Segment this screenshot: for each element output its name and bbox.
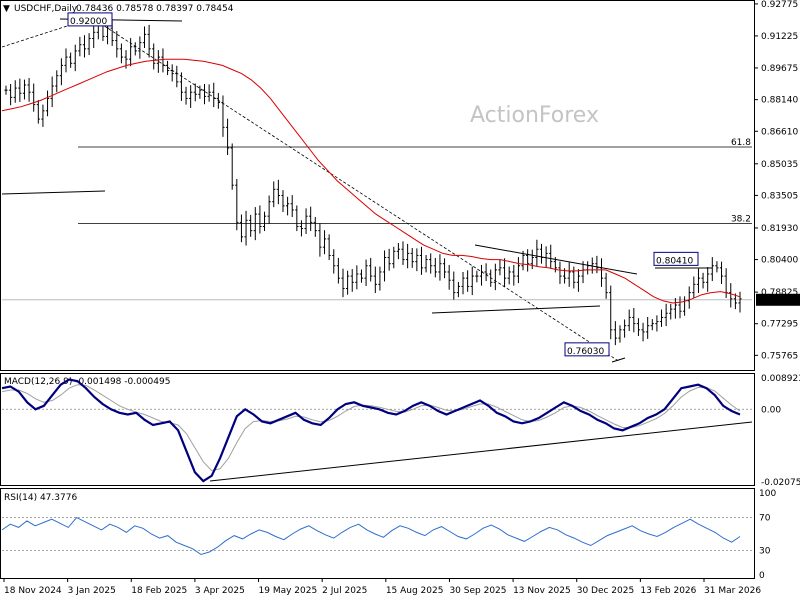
date-x-axis: 18 Nov 2024 3 Jan 2025 18 Feb 2025 3 Apr 20… (3, 578, 761, 596)
macd-y-tick-label: -0.020759 (761, 478, 800, 488)
macd-line (1, 378, 741, 483)
x-tick-label: 19 May 2025 (259, 586, 318, 596)
x-tick-label: 2 Jul 2025 (322, 586, 367, 596)
macd-y-tick-label: 0.00 (761, 405, 781, 415)
y-tick-label: 0.91225 (761, 32, 798, 42)
rsi-y-tick-label: 30 (759, 546, 771, 556)
last-price-box (756, 293, 800, 306)
y-tick-label: 0.88140 (761, 96, 798, 106)
sma-line (1, 58, 741, 304)
fib-label-38-2: 38.2 (731, 214, 751, 224)
x-tick-label: 18 Feb 2025 (131, 586, 187, 596)
annotation-box (67, 12, 113, 27)
price-annotations: 0.92000 0.80410 0.76030 (67, 12, 699, 357)
channel-lower-line (431, 305, 601, 314)
annotation-box (564, 342, 610, 357)
y-tick-label: 0.80400 (761, 256, 798, 266)
x-tick-label: 13 Feb 2026 (640, 586, 696, 596)
macd-lines (1, 378, 752, 483)
fib-label-61-8: 61.8 (731, 138, 751, 148)
x-tick-label: 13 Nov 2025 (513, 586, 571, 596)
rsi-y-tick-label: 100 (759, 489, 776, 499)
x-tick-label: 31 Mar 2026 (704, 586, 761, 596)
y-tick-label: 0.83505 (761, 191, 798, 201)
rsi-title: RSI(14) 47.3776 (4, 493, 77, 503)
macd-trendline (209, 421, 753, 482)
fib-levels: 61.8 38.2 (2, 138, 752, 301)
x-tick-label: 30 Dec 2025 (577, 586, 635, 596)
y-tick-label: 0.92775 (761, 0, 798, 10)
last-price-label: 0.78454 (759, 296, 796, 306)
rsi-y-tick-label: 70 (759, 514, 771, 524)
upper-trend-left (1, 17, 93, 48)
x-tick-label: 3 Apr 2025 (195, 586, 245, 596)
price-panel-frame (0, 0, 755, 371)
watermark-text: ActionForex (470, 103, 599, 128)
support-line-left (1, 190, 106, 195)
x-tick-label: 30 Sep 2025 (449, 586, 506, 596)
price-y-axis: 0.92775 0.91225 0.89675 0.88140 0.86610 0.850… (754, 0, 800, 361)
swing-low-marker (611, 357, 626, 363)
annotation-label: 0.92000 (70, 17, 107, 27)
rsi-lines (1, 516, 752, 556)
x-tick-label: 18 Nov 2024 (4, 586, 62, 596)
rsi-y-axis: 100 70 30 0 (759, 489, 776, 581)
y-tick-label: 0.75765 (761, 351, 798, 361)
signal-line (1, 384, 741, 472)
y-tick-label: 0.86610 (761, 127, 798, 137)
rsi-panel-frame (0, 488, 755, 579)
macd-y-axis: 0.008923 0.00 -0.020759 (761, 374, 800, 488)
annotation-box (653, 251, 699, 266)
x-tick-label: 3 Jan 2025 (68, 586, 116, 596)
y-tick-label: 0.77295 (761, 320, 798, 330)
macd-title: MACD(12,26,9) -0.001498 -0.000495 (4, 377, 170, 387)
macd-y-tick-label: 0.008923 (761, 374, 800, 384)
macd-panel-frame (0, 373, 755, 486)
annotation-label: 0.80410 (656, 256, 693, 266)
symbol-triangle-icon[interactable]: ▼ (3, 4, 10, 14)
sma-55-line (1, 58, 741, 304)
y-tick-label: 0.89675 (761, 64, 798, 74)
channel-upper-line (474, 244, 638, 275)
symbol-header: USDCHF,Daily (14, 4, 78, 14)
ohlc-header: 0.78436 0.78578 0.78397 0.78454 (76, 4, 234, 14)
y-tick-label: 0.81930 (761, 224, 798, 234)
price-bars (4, 13, 742, 346)
annotation-label: 0.76030 (567, 347, 604, 357)
y-tick-label: 0.85035 (761, 160, 798, 170)
rsi-line (1, 516, 741, 556)
downtrend-line (91, 17, 621, 363)
y-tick-label: 0.78825 (761, 288, 798, 298)
rsi-y-tick-label: 0 (759, 571, 765, 581)
x-tick-label: 15 Aug 2025 (386, 586, 444, 596)
